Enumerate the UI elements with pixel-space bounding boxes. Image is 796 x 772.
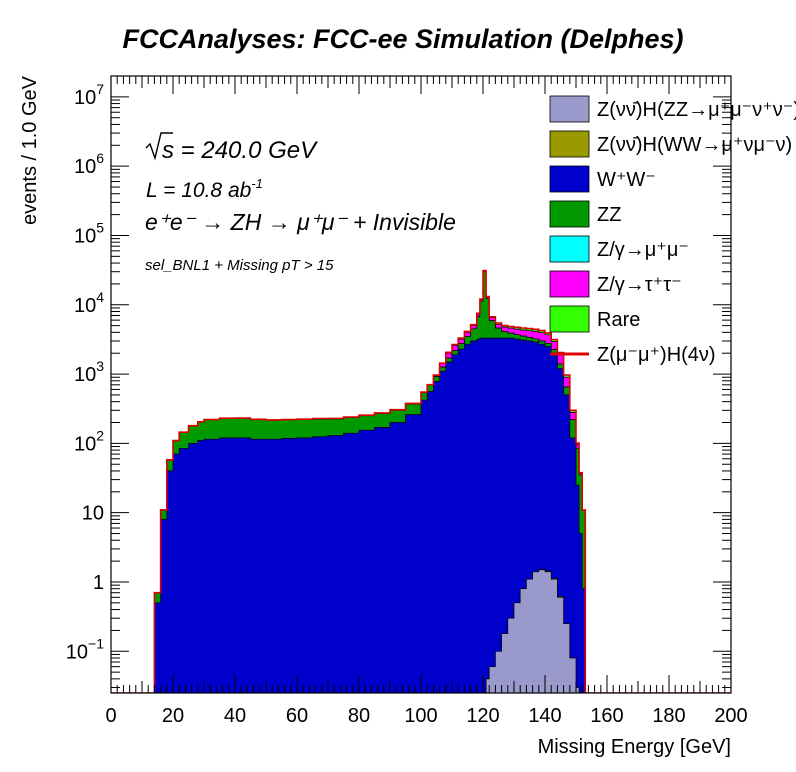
x-tick-label: 180 (652, 705, 685, 727)
legend-label: Z(μ⁻μ⁺)H(4ν) (597, 344, 716, 366)
y-tick-label: 1 (93, 572, 104, 594)
sqrt-icon (145, 132, 173, 161)
annotation-lumi-exp: -1 (251, 176, 263, 191)
legend-label: Z(νν̄)H(ZZ→μ⁺μ⁻ν⁺ν⁻) (597, 99, 796, 121)
legend-label: Z/γ→τ⁺τ⁻ (597, 274, 682, 296)
x-tick-label: 0 (105, 705, 116, 727)
series-0-area (111, 569, 731, 693)
annotation-luminosity: L = 10.8 ab-1 (146, 176, 263, 202)
legend-swatch (549, 130, 590, 158)
signal-line (111, 269, 731, 693)
x-axis-title: Missing Energy [GeV] (538, 736, 731, 758)
x-tick-label: 40 (224, 705, 246, 727)
legend-swatch (549, 95, 590, 123)
y-tick-label: 10−1 (66, 635, 104, 663)
legend-swatch (549, 270, 590, 298)
x-tick-label: 200 (714, 705, 747, 727)
y-axis-title: events / 1.0 GeV (19, 75, 41, 225)
legend: Z(νν̄)H(ZZ→μ⁺μ⁻ν⁺ν⁻) Z(νν̄)H(WW→μ⁺νμ⁻ν) W⁺… (549, 95, 796, 366)
annotation-selection: sel_BNL1 + Missing pT > 15 (145, 257, 334, 274)
y-tick-label: 10 (82, 503, 104, 525)
signal-layer (111, 269, 731, 693)
x-tick-label: 80 (348, 705, 370, 727)
x-tick-label: 20 (162, 705, 184, 727)
legend-label: Z(νν̄)H(WW→μ⁺νμ⁻ν) (597, 134, 792, 156)
y-tick-label: 103 (74, 358, 104, 386)
annotation-lumi-text: L = 10.8 ab (146, 179, 252, 202)
stack-layer (111, 270, 731, 693)
legend-label: ZZ (597, 204, 621, 226)
chart-title: FCCAnalyses: FCC-ee Simulation (Delphes) (122, 24, 683, 54)
legend-label: W⁺W⁻ (597, 169, 656, 191)
y-tick-label: 104 (74, 289, 104, 317)
x-tick-label: 100 (404, 705, 437, 727)
y-axis: 10−1 1 10 102 103 104 105 106 107 (66, 75, 731, 689)
y-tick-label: 102 (74, 427, 104, 455)
y-tick-label: 105 (74, 219, 104, 247)
y-tick-label: 107 (74, 81, 104, 109)
annotation-block: s = 240.0 GeV L = 10.8 ab-1 e⁺e⁻ → ZH → … (145, 132, 456, 274)
legend-swatch (549, 165, 590, 193)
annotation-process: e⁺e⁻ → ZH → μ⁺μ⁻ + Invisible (145, 209, 456, 235)
annotation-sqrt-s: s = 240.0 GeV (162, 137, 318, 164)
x-tick-label: 160 (590, 705, 623, 727)
x-axis: 0 20 40 60 80 100 120 140 160 180 200 (105, 76, 748, 727)
legend-label: Rare (597, 309, 640, 331)
x-tick-label: 120 (466, 705, 499, 727)
legend-swatch (549, 305, 590, 333)
legend-swatch (549, 235, 590, 263)
y-tick-label: 106 (74, 150, 104, 178)
legend-label: Z/γ→μ⁺μ⁻ (597, 239, 689, 261)
x-tick-label: 60 (286, 705, 308, 727)
x-tick-label: 140 (528, 705, 561, 727)
legend-swatch (549, 200, 590, 228)
